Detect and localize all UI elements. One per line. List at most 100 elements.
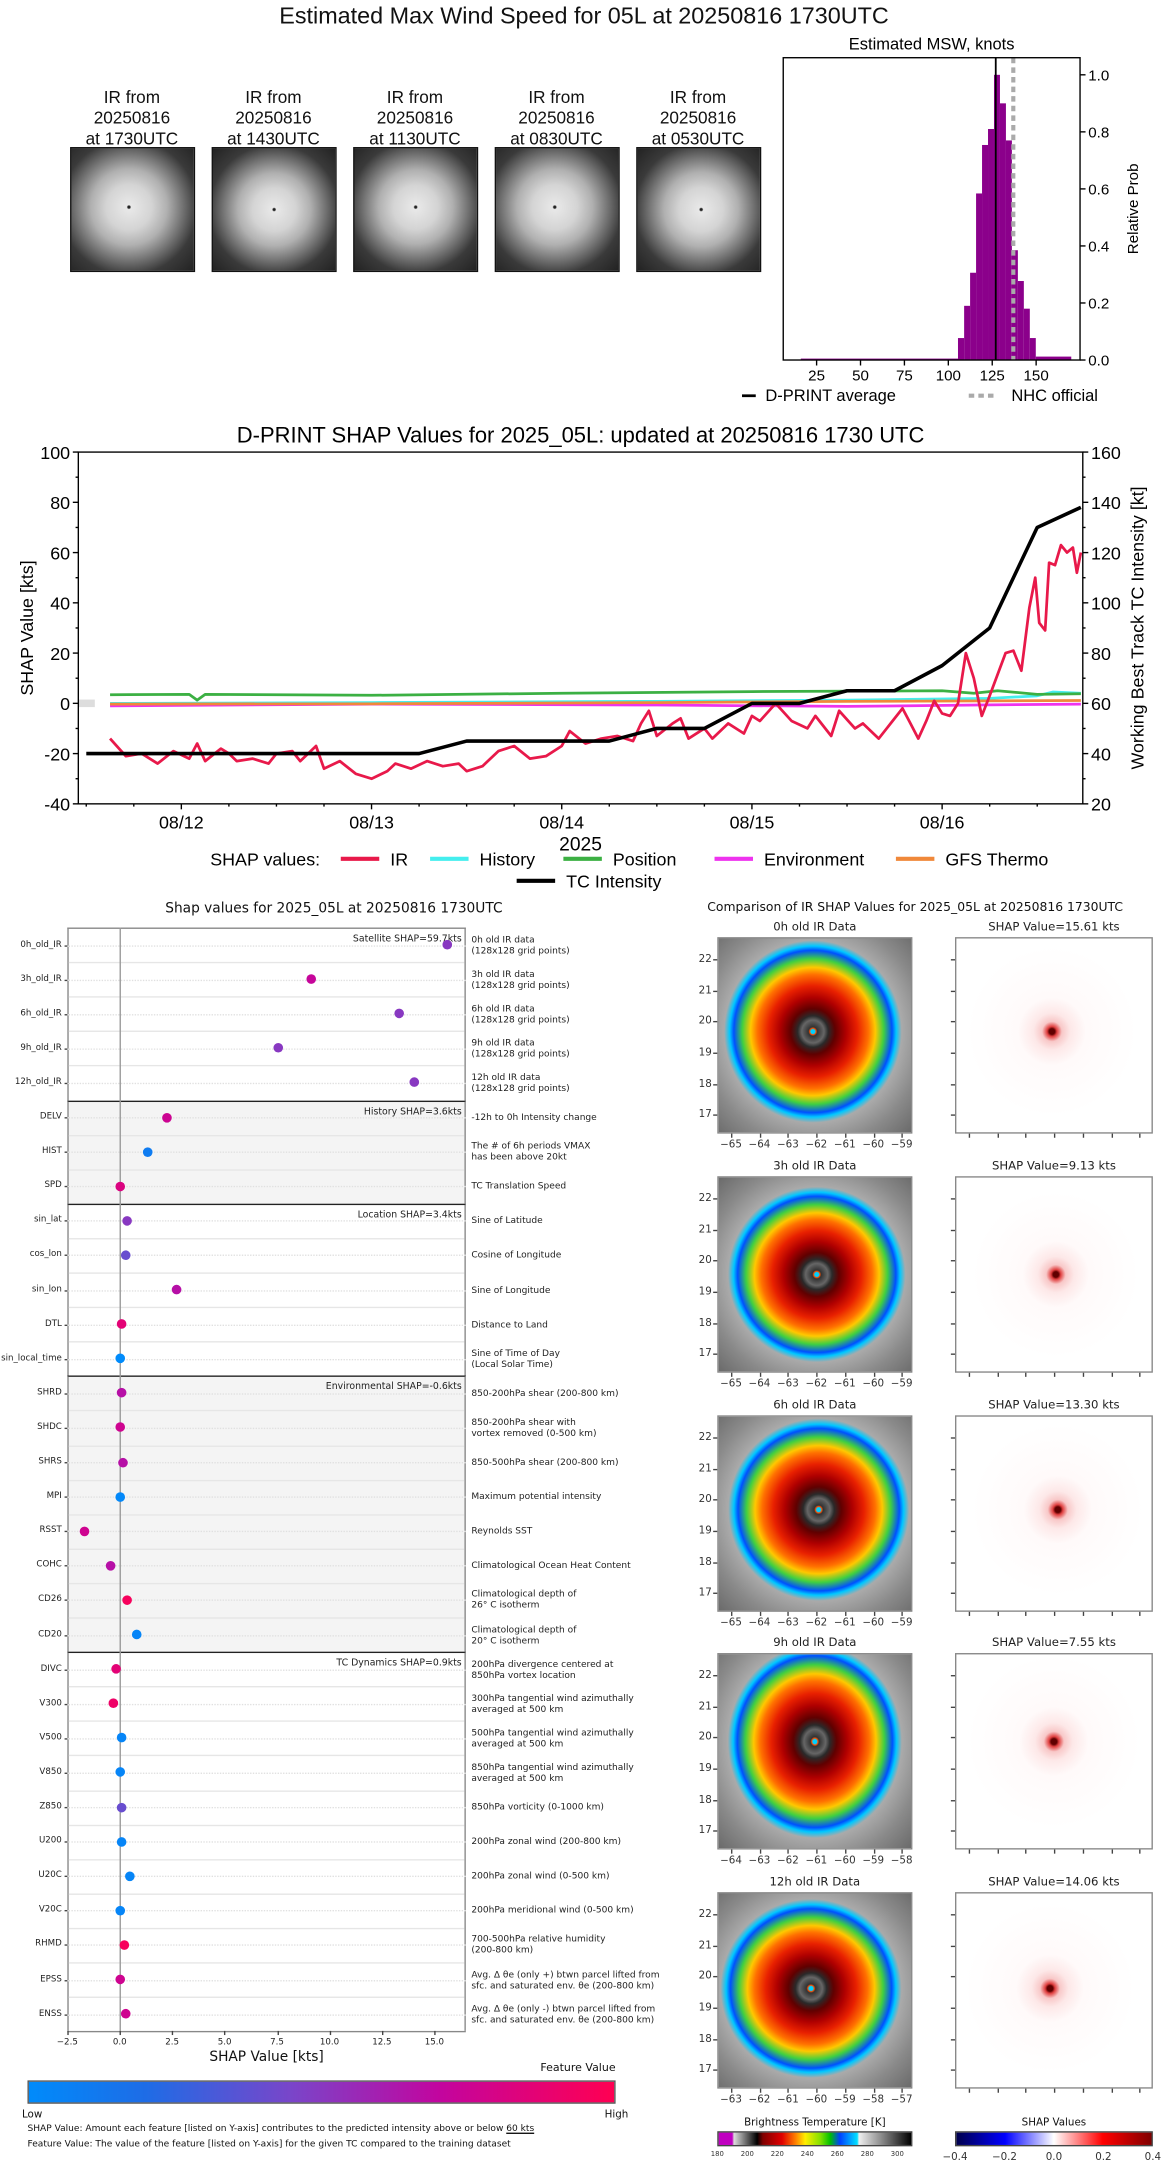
ir-x-tick-label: −58: [862, 2092, 885, 2106]
y-tick: [64, 979, 68, 981]
x-tick: [1025, 1611, 1027, 1616]
thumbnail-label-line: 20250816: [235, 108, 312, 128]
ir-y-tick-label: 20: [698, 1492, 712, 1506]
ir-panel-title: 3h old IR Data: [773, 1159, 857, 1174]
y-tick: [64, 1531, 68, 1533]
x-tick: [873, 1372, 875, 1377]
shap-colorbar-tick-label: −0.4: [942, 2150, 968, 2163]
y-tick: [713, 1354, 718, 1356]
shap-dot-V850: [114, 1767, 125, 1778]
row-gridline: [67, 1220, 466, 1223]
histogram-bar: [1017, 281, 1024, 361]
feature-description-line: Climatological depth of: [471, 1623, 577, 1635]
y-tick: [950, 1114, 955, 1117]
y-tick: [64, 1979, 68, 1981]
y-tick: [64, 1220, 68, 1223]
feature-description-line: (Local Solar Time): [471, 1358, 553, 1370]
ir-y-tick-label: 19: [698, 2000, 712, 2014]
shap-dot-cos_lon: [120, 1250, 131, 1260]
y-tick: [64, 944, 68, 947]
y-tick: [64, 1324, 68, 1326]
shap-dot-COHC: [105, 1560, 116, 1571]
y2-tick-label: 140: [1091, 493, 1121, 513]
row-gridline: [67, 1358, 466, 1361]
thumbnail-label-line: at 1130UTC: [369, 129, 461, 149]
y-tick: [713, 1561, 718, 1564]
y-tick: [64, 1289, 68, 1292]
feature-name-label: 0h_old_IR: [20, 939, 62, 949]
row-divider: [68, 1789, 465, 1792]
row-divider: [68, 1582, 465, 1585]
x-tick: [731, 1611, 733, 1616]
thumbnail-label: IR from 20250816 at 0530UTC: [622, 88, 773, 150]
x-tick: [968, 1133, 971, 1138]
shap-dot-MPI: [114, 1491, 125, 1502]
x-tick: [731, 1849, 733, 1854]
y-tick: [950, 1260, 955, 1262]
ir-y-tick-label: 18: [698, 2031, 712, 2045]
ir-y-tick-label: 20: [698, 1253, 712, 1266]
histogram-bar: [964, 305, 971, 361]
x-tick: [1025, 2088, 1027, 2093]
y-tick: [64, 1186, 68, 1188]
feature-group-label: TC Dynamics SHAP=0.9kts: [336, 1657, 462, 1669]
feature-description-line: Avg. Δ θe (only +) btwn parcel lifted fr…: [471, 1968, 660, 1980]
timeseries-title: D-PRINT SHAP Values for 2025_05L: update…: [237, 422, 925, 447]
shap-dot-U20C: [125, 1871, 135, 1881]
feature-name-label: RSST: [39, 1525, 62, 1536]
x-tick-label: 08/13: [349, 813, 394, 833]
ir-y-tick-label: 21: [698, 1938, 712, 1951]
y-tick: [713, 1083, 718, 1086]
y-tick: [713, 1260, 718, 1262]
x-tick-label: 7.5: [270, 2038, 284, 2048]
shap-map-panel: [954, 1176, 1153, 1373]
y-tick: [713, 1021, 718, 1023]
row-gridline: [67, 1082, 466, 1085]
legend-label: IR: [390, 850, 408, 870]
feature-name-label: 6h_old_IR: [20, 1008, 62, 1018]
feature-description: 500hPa tangential wind azimuthally averag…: [471, 1727, 633, 1749]
histogram-bar: [982, 144, 989, 361]
histogram-bar: [1035, 356, 1072, 361]
feature-description: 200hPa zonal wind (200-800 km): [471, 1836, 621, 1847]
x-tick: [901, 1133, 904, 1138]
ir-y-tick-label: 21: [698, 1222, 712, 1235]
feature-description: 6h old IR data (128x128 grid points): [471, 1003, 569, 1025]
feature-value-colorbar-title: Feature Value: [540, 2061, 616, 2074]
feature-description-line: 200hPa zonal wind (0-500 km): [471, 1870, 610, 1882]
shap-dot-U200: [116, 1836, 127, 1847]
feature-name-label: 9h_old_IR: [20, 1042, 62, 1053]
feature-description: Avg. Δ θe (only -) btwn parcel lifted fr…: [471, 2003, 655, 2025]
y-tick: [950, 1913, 955, 1916]
row-gridline: [67, 1531, 466, 1533]
row-gridline: [67, 1875, 466, 1878]
x-tick: [873, 1133, 875, 1138]
shap-dot-HIST: [143, 1146, 154, 1157]
feature-description: 700-500hPa relative humidity (200-800 km): [471, 1934, 605, 1956]
x-tick: [172, 2031, 174, 2036]
x-tick: [1139, 2088, 1141, 2093]
x-tick: [1139, 1372, 1141, 1377]
thumbnail-label-line: at 0530UTC: [651, 129, 745, 149]
x-tick-label: 5.0: [217, 2038, 232, 2048]
y-tick: [713, 1976, 718, 1978]
feature-description: Climatological Ocean Heat Content: [471, 1560, 630, 1571]
y-tick-label: 100: [40, 443, 70, 463]
x-tick: [1054, 1849, 1056, 1854]
ir-x-tick-label: −63: [777, 1615, 799, 1629]
ir-x-tick-label: −63: [777, 1137, 799, 1151]
feature-value-colorbar: [27, 2080, 616, 2104]
feature-description: Sine of Time of Day (Local Solar Time): [471, 1348, 560, 1370]
msw-histogram: Estimated MSW, knots 25 50 75 100 125 150 0.0 0.…: [742, 35, 1142, 405]
thumbnail-label: IR from 20250816 at 0830UTC: [481, 88, 632, 150]
feature-description: 200hPa meridional wind (0-500 km): [471, 1905, 633, 1916]
x-tick: [844, 1611, 847, 1616]
feature-name-label: V500: [39, 1732, 62, 1743]
feature-description-line: 700-500hPa relative humidity: [471, 1933, 606, 1945]
y-tick-label: -40: [44, 795, 70, 815]
feature-name-label: sin_lat: [34, 1215, 62, 1225]
feature-description: 850hPa tangential wind azimuthally averag…: [471, 1762, 633, 1784]
thumbnail-label: IR from 20250816 at 1130UTC: [339, 88, 490, 150]
feature-description-line: Maximum potential intensity: [471, 1491, 602, 1503]
feature-description-line: (128x128 grid points): [471, 1013, 570, 1025]
